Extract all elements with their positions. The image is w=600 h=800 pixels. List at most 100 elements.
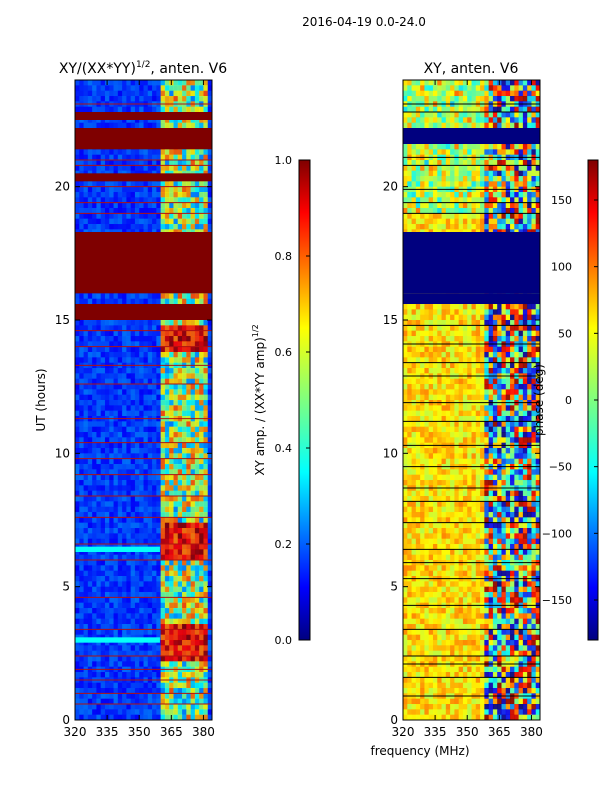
heatmap-cell [190, 197, 196, 204]
heatmap-cell [130, 661, 136, 668]
heatmap-cell [169, 512, 174, 518]
heatmap-cell [194, 165, 200, 172]
heatmap-cell [203, 533, 209, 540]
heatmap-cell [122, 394, 127, 401]
heatmap-cell [83, 661, 89, 668]
heatmap-cell [531, 117, 537, 124]
heatmap-cell [152, 442, 157, 449]
heatmap-cell [143, 453, 149, 460]
heatmap-cell [92, 464, 97, 470]
heatmap-cell [186, 405, 191, 412]
heatmap-cell [199, 597, 204, 604]
heatmap-cell [122, 346, 127, 353]
heatmap-cell [190, 709, 196, 716]
heatmap-cell [92, 426, 97, 433]
heatmap-cell [420, 192, 425, 198]
heatmap-cell [79, 474, 84, 481]
heatmap-cell [117, 581, 123, 588]
heatmap-cell [126, 549, 132, 556]
heatmap-cell [109, 202, 114, 209]
heatmap-cell [194, 186, 200, 193]
heatmap-cell [182, 421, 187, 428]
heatmap-cell [83, 565, 89, 572]
heatmap-cell [203, 336, 209, 342]
heatmap-cell [199, 405, 204, 412]
heatmap-cell [83, 325, 89, 332]
heatmap-cell [156, 645, 162, 652]
heatmap-cell [130, 117, 136, 124]
heatmap-cell [415, 106, 421, 113]
heatmap-cell [156, 421, 162, 428]
heatmap-cell [100, 618, 106, 625]
heatmap-cell [186, 160, 191, 166]
heatmap-cell [109, 298, 114, 305]
heatmap-cell [143, 618, 149, 625]
heatmap-cell [199, 453, 204, 460]
heatmap-cell [79, 357, 84, 364]
heatmap-cell [75, 202, 80, 209]
heatmap-cell [169, 565, 174, 572]
heatmap-cell [122, 186, 127, 193]
heatmap-cell [203, 549, 209, 556]
heatmap-cell [411, 149, 417, 156]
heatmap-cell [484, 208, 490, 214]
heatmap-cell [109, 480, 114, 486]
colorbar-tick-label: 0.6 [275, 346, 293, 359]
heatmap-cell [156, 576, 162, 582]
heatmap-cell [177, 432, 183, 438]
heatmap-cell [75, 533, 80, 540]
heatmap-cell [100, 426, 106, 433]
heatmap-cell [109, 389, 114, 396]
heatmap-cell [79, 218, 84, 225]
heatmap-cell [186, 85, 191, 92]
heatmap-cell [182, 432, 187, 438]
heatmap-cell [100, 186, 106, 193]
heatmap-cell [134, 208, 140, 214]
heatmap-cell [182, 608, 187, 614]
heatmap-cell [199, 181, 204, 188]
heatmap-cell [488, 176, 494, 182]
heatmap-cell [134, 117, 140, 124]
heatmap-cell [173, 714, 179, 720]
heatmap-cell [100, 213, 106, 220]
heatmap-cell [182, 357, 187, 364]
heatmap-cell [156, 160, 162, 166]
heatmap-cell [518, 181, 524, 188]
heatmap-cell [177, 602, 183, 609]
heatmap-cell [437, 160, 442, 166]
heatmap-cell [152, 208, 157, 214]
heatmap-cell [186, 522, 191, 529]
heatmap-cell [186, 581, 191, 588]
heatmap-cell [156, 186, 162, 193]
heatmap-cell [156, 501, 162, 508]
heatmap-cell [186, 458, 191, 465]
heatmap-cell [207, 426, 212, 433]
heatmap-cell [147, 405, 153, 412]
heatmap-cell [130, 554, 136, 561]
heatmap-cell [203, 714, 209, 720]
heatmap-cell [109, 688, 114, 694]
heatmap-cell [531, 170, 537, 177]
heatmap-cell [143, 464, 149, 470]
heatmap-cell [186, 192, 191, 198]
heatmap-cell [113, 469, 119, 476]
heatmap-cell [75, 330, 80, 337]
heatmap-cell [92, 613, 97, 620]
heatmap-cell [207, 90, 212, 97]
heatmap-cell [113, 714, 119, 720]
heatmap-cell [92, 410, 97, 417]
heatmap-cell [104, 624, 110, 630]
heatmap-cell [420, 144, 425, 150]
heatmap-cell [104, 640, 110, 646]
heatmap-cell [152, 522, 157, 529]
heatmap-cell [92, 352, 97, 358]
heatmap-cell [432, 117, 438, 124]
heatmap-cell [203, 586, 209, 593]
heatmap-cell [100, 122, 106, 129]
heatmap-cell [147, 517, 153, 524]
heatmap-cell [510, 176, 515, 182]
heatmap-cell [126, 336, 132, 342]
heatmap-cell [177, 117, 183, 124]
heatmap-cell [113, 154, 119, 161]
heatmap-cell [147, 378, 153, 385]
